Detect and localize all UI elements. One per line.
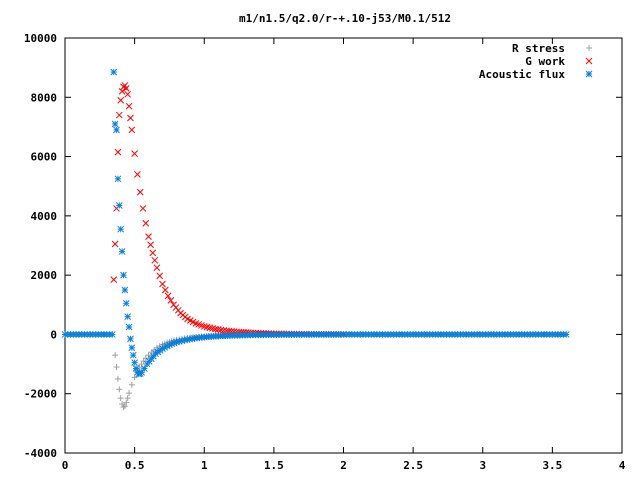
r-stress-point (128, 381, 135, 388)
y-tick-label: 4000 (31, 210, 58, 223)
g-work-point (164, 292, 172, 300)
y-tick-label: 2000 (31, 269, 58, 282)
baseline-point (108, 331, 116, 338)
acoustic-flux-point (132, 365, 140, 372)
x-tick-label: 3.5 (542, 459, 562, 472)
g-work-point (161, 286, 169, 294)
g-work-point (149, 249, 157, 257)
g-work-point (153, 264, 161, 272)
acoustic-flux-point (129, 351, 137, 359)
y-tick-label: 6000 (31, 151, 58, 164)
acoustic-flux-point (128, 344, 136, 352)
acoustic-flux-point (340, 331, 347, 338)
r-stress-point (112, 352, 119, 359)
g-work-point (214, 326, 222, 333)
acoustic-flux-point (113, 126, 120, 134)
x-tick-label: 1 (201, 459, 208, 472)
g-work-point (122, 85, 130, 92)
r-stress-point (126, 390, 133, 397)
acoustic-flux-point (120, 271, 127, 279)
g-work-point (212, 325, 219, 333)
g-work-point (111, 240, 119, 248)
g-work-point (114, 148, 122, 156)
x-tick-label: 2.5 (403, 459, 423, 472)
y-tick-label: -2000 (24, 388, 57, 401)
legend-entry-acoustic-flux: Acoustic flux (479, 68, 565, 81)
acoustic-flux-point (127, 335, 134, 343)
x-tick-label: 0.5 (125, 459, 145, 472)
g-work-point (142, 219, 150, 227)
acoustic-flux-point (124, 313, 132, 320)
g-work-point (115, 111, 123, 119)
r-stress-point (123, 399, 130, 406)
acoustic-flux-point (118, 248, 126, 255)
acoustic-flux-point (125, 323, 133, 331)
acoustic-flux-point (111, 120, 119, 128)
plot-frame (64, 37, 623, 454)
g-work-point (145, 233, 152, 240)
x-tick-label: 1.5 (264, 459, 284, 472)
g-work-point (124, 90, 132, 98)
r-stress-point (113, 364, 120, 371)
g-work-point (131, 150, 138, 157)
data-marks (110, 68, 347, 411)
g-work-point (117, 96, 125, 104)
legend-marker (585, 70, 593, 78)
acoustic-flux-point (141, 365, 148, 372)
g-work-point (159, 280, 166, 288)
r-stress-point (117, 395, 124, 402)
y-tick-label: 0 (50, 328, 57, 341)
acoustic-flux-point (131, 359, 138, 366)
legend-entry-g-work: G work (525, 55, 565, 68)
r-stress-point (121, 403, 128, 410)
acoustic-flux-point (110, 68, 118, 76)
g-work-point (125, 102, 133, 110)
r-stress-point (114, 375, 121, 382)
x-tick-label: 3 (479, 459, 486, 472)
g-work-point (217, 326, 225, 334)
y-tick-label: -4000 (24, 447, 57, 460)
g-work-point (136, 188, 144, 196)
acoustic-flux-point (114, 175, 122, 183)
zero-baseline-markers (61, 331, 570, 338)
legend-marker (586, 45, 592, 51)
legend-marker (585, 57, 593, 65)
r-stress-point (120, 404, 127, 411)
baseline-point (562, 331, 570, 338)
x-tick-label: 2 (340, 459, 347, 472)
r-stress-point (116, 386, 123, 393)
acoustic-flux-point (122, 299, 130, 307)
g-work-point (134, 171, 141, 178)
acoustic-flux-point (138, 369, 145, 376)
y-tick-label: 8000 (31, 91, 58, 104)
x-tick-label: 0 (62, 459, 69, 472)
g-work-point (151, 256, 159, 264)
g-work-point (118, 88, 126, 95)
g-work-point (139, 205, 147, 212)
g-work-point (156, 272, 164, 280)
g-work-point (110, 276, 118, 283)
y-tick-label: 10000 (24, 32, 57, 45)
axes: 0 0.5 1 1.5 2 2.5 3 3.5 4 -4000 -2000 0 2000 4000 6000… (24, 32, 626, 472)
g-work-point (128, 126, 136, 134)
g-work-point (147, 241, 154, 249)
x-tick-label: 4 (619, 459, 626, 472)
r-stress-point (142, 355, 149, 362)
acoustic-flux-point (115, 202, 123, 209)
acoustic-flux-point (121, 286, 129, 294)
g-work-point (167, 296, 175, 304)
chart-title: m1/n1.5/q2.0/r-+.10-j53/M0.1/512 (239, 12, 451, 25)
g-work-point (127, 114, 134, 122)
r-stress-point (124, 395, 131, 402)
acoustic-flux-point (117, 225, 125, 233)
legend-entry-r-stress: R stress (512, 42, 565, 55)
r-stress-point (145, 352, 152, 359)
